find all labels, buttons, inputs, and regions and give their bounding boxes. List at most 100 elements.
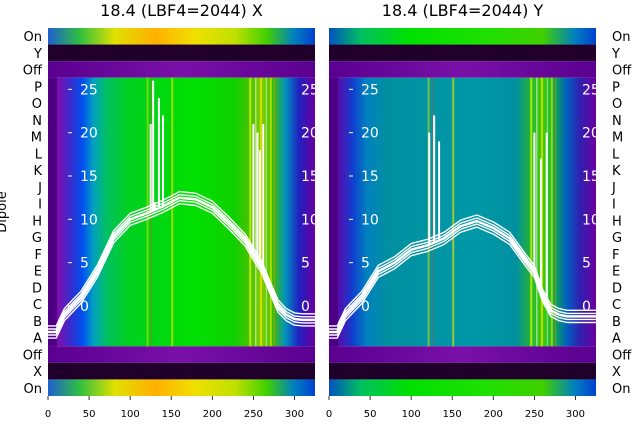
edge-strip bbox=[48, 77, 57, 347]
dipole-label: K bbox=[612, 164, 621, 179]
y-tick-label: 25 bbox=[301, 82, 319, 98]
dipole-label: G bbox=[32, 231, 42, 246]
y-tick-label: 20 bbox=[80, 126, 98, 142]
dipole-label: On bbox=[24, 382, 42, 397]
chart-title: 18.4 (LBF4=2044) X bbox=[100, 1, 263, 20]
y-tick-label: 0 bbox=[80, 299, 89, 315]
dipole-label: L bbox=[612, 147, 620, 162]
y-tick-label: 15 bbox=[361, 169, 379, 185]
dipole-label: H bbox=[32, 214, 42, 229]
heat-stripe bbox=[273, 77, 275, 347]
band-off-top bbox=[329, 61, 596, 78]
y-tick-label: 20 bbox=[301, 126, 319, 142]
band-on-bottom bbox=[48, 379, 315, 396]
band-off-bottom bbox=[48, 346, 315, 363]
band-y bbox=[48, 44, 315, 62]
y-tick-label: 25 bbox=[361, 82, 379, 98]
band-on-top bbox=[48, 28, 315, 45]
dipole-label: O bbox=[32, 97, 42, 112]
dipole-label: Y bbox=[611, 47, 620, 62]
x-tick-label: 0 bbox=[326, 409, 332, 420]
dipole-label: D bbox=[32, 281, 42, 296]
dipole-label: M bbox=[31, 131, 42, 146]
y-tick-label: 10 bbox=[361, 212, 379, 228]
y-tick-label: 5 bbox=[582, 256, 591, 272]
dipole-label: L bbox=[35, 147, 43, 162]
heat-stripe bbox=[536, 77, 538, 347]
y-tick-label: 15 bbox=[582, 169, 600, 185]
heat-stripe bbox=[255, 77, 257, 347]
dipole-label: X bbox=[33, 365, 42, 380]
dipole-label: Y bbox=[33, 47, 42, 62]
y-tick-label: 10 bbox=[301, 212, 319, 228]
dipole-label: K bbox=[33, 164, 42, 179]
dipole-label: E bbox=[34, 265, 42, 280]
x-tick-label: 100 bbox=[121, 409, 140, 420]
dipole-label: I bbox=[612, 198, 616, 213]
dipole-label: Off bbox=[23, 348, 43, 363]
dipole-label: On bbox=[24, 30, 42, 45]
trace-line bbox=[48, 190, 315, 327]
dipole-label: Off bbox=[23, 64, 43, 79]
dipole-label: A bbox=[612, 332, 621, 347]
trace-line bbox=[48, 200, 315, 336]
dipole-label: D bbox=[612, 281, 622, 296]
dipole-label: J bbox=[611, 181, 616, 196]
dipole-label: H bbox=[612, 214, 622, 229]
dipole-label: M bbox=[612, 131, 623, 146]
dipole-label: I bbox=[38, 198, 42, 213]
x-tick-label: 150 bbox=[162, 409, 181, 420]
trace-line bbox=[48, 196, 315, 334]
y-tick-label: 0 bbox=[301, 299, 310, 315]
dipole-label: A bbox=[33, 332, 42, 347]
y-tick-label: 5 bbox=[301, 256, 310, 272]
dipole-label: C bbox=[612, 298, 621, 313]
x-tick-label: 100 bbox=[402, 409, 421, 420]
dipole-label: On bbox=[612, 30, 630, 45]
dipole-label: P bbox=[34, 80, 42, 95]
edge-strip bbox=[329, 77, 338, 347]
trace-line bbox=[329, 217, 596, 330]
trace-line bbox=[48, 203, 315, 339]
dipole-label: On bbox=[612, 382, 630, 397]
x-tick-label: 50 bbox=[83, 409, 96, 420]
trace-line bbox=[329, 226, 596, 339]
band-x bbox=[48, 362, 315, 380]
x-tick-label: 200 bbox=[484, 409, 503, 420]
band-off-bottom bbox=[329, 346, 596, 363]
trace-line bbox=[329, 219, 596, 334]
dipole-label: Off bbox=[612, 348, 632, 363]
x-tick-label: 150 bbox=[443, 409, 462, 420]
dipole-label: O bbox=[612, 97, 622, 112]
heat-stripe bbox=[530, 77, 533, 347]
x-tick-label: 0 bbox=[45, 409, 51, 420]
trace-line bbox=[329, 223, 596, 336]
band-y bbox=[329, 44, 596, 62]
band-on-bottom bbox=[329, 379, 596, 396]
dipole-label: N bbox=[32, 114, 42, 129]
x-tick-label: 250 bbox=[244, 409, 263, 420]
trace-line bbox=[48, 193, 315, 330]
band-off-top bbox=[48, 61, 315, 78]
heat-stripe bbox=[452, 77, 455, 347]
dipole-label: E bbox=[612, 265, 620, 280]
heat-stripe bbox=[265, 77, 268, 347]
heat-stripe bbox=[550, 77, 553, 347]
trace-line bbox=[329, 214, 596, 327]
y-tick-label: 5 bbox=[80, 256, 89, 272]
chart-title: 18.4 (LBF4=2044) Y bbox=[382, 1, 544, 20]
x-tick-label: 300 bbox=[566, 409, 585, 420]
dipole-label: C bbox=[33, 298, 42, 313]
heat-stripe bbox=[554, 77, 556, 347]
x-tick-label: 300 bbox=[285, 409, 304, 420]
y-tick-label: 25 bbox=[80, 82, 98, 98]
x-tick-label: 250 bbox=[525, 409, 544, 420]
dipole-label: B bbox=[612, 315, 621, 330]
band-x bbox=[329, 362, 596, 380]
y-tick-label: 10 bbox=[80, 212, 98, 228]
dipole-label: J bbox=[37, 181, 42, 196]
y-tick-label: 5 bbox=[361, 256, 370, 272]
dipole-label: X bbox=[612, 365, 621, 380]
